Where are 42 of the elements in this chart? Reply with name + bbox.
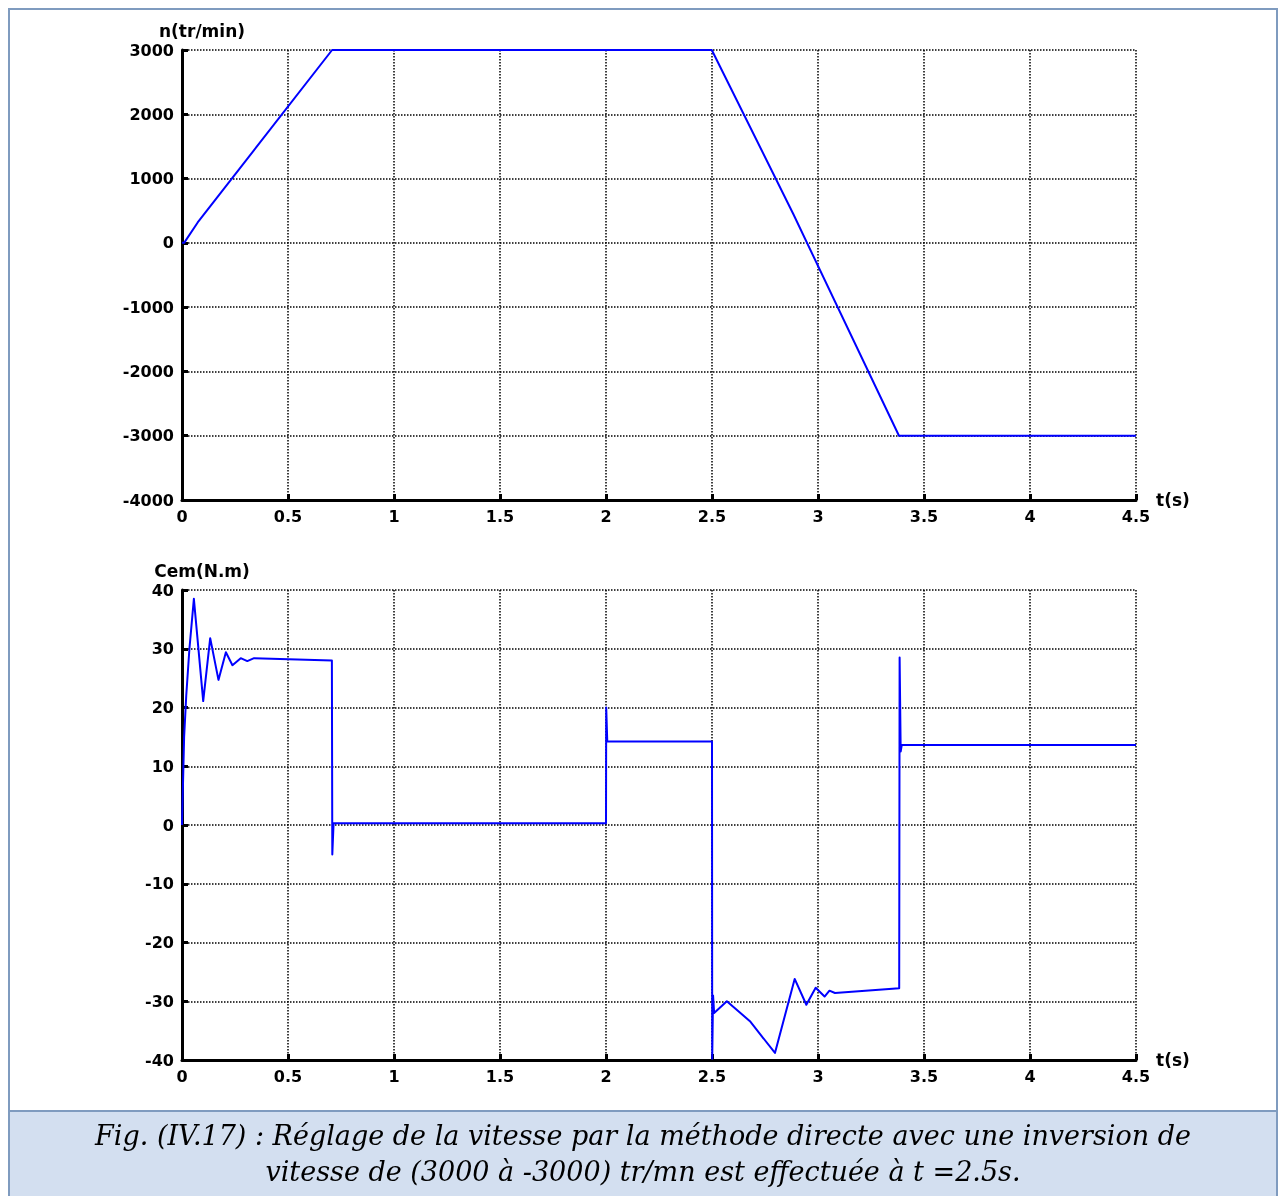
x-tick-label: 0.5: [273, 506, 303, 526]
x-tick-label: 2: [600, 1066, 612, 1086]
x-tick-label: 1: [388, 1066, 400, 1086]
x-tick-label: 3.5: [909, 1066, 939, 1086]
x-tick-label: 4: [1024, 506, 1036, 526]
x-tick-label: 3: [812, 1066, 824, 1086]
x-tick-label: 4.5: [1121, 506, 1151, 526]
x-tick-label: 1.5: [485, 1066, 515, 1086]
y-tick-label: 3000: [129, 40, 174, 60]
x-tick-label: 1: [388, 506, 400, 526]
y-tick-label: -30: [145, 991, 174, 1011]
y-tick-label: 20: [151, 698, 174, 717]
x-axis-title: t(s): [1156, 490, 1190, 510]
x-tick-label: 2.5: [697, 1066, 727, 1086]
text: Fig. (IV.17) : Réglage de la vitesse par la méthode directe avec une inversion de vitesse de (3000 à -3000) tr/mn est effectuée à t =2.5s.: [10, 1110, 1276, 1196]
y-axis-title: Cem(N.m): [154, 560, 250, 581]
x-tick-label: 2.5: [697, 506, 727, 526]
y-tick-label: -2000: [122, 361, 174, 381]
x-axis-title: t(s): [1156, 1050, 1190, 1070]
y-tick-label: -1000: [122, 297, 174, 317]
x-tick-label: 0: [176, 1066, 188, 1086]
y-tick-label: 10: [151, 756, 174, 776]
y-tick-label: 0: [162, 233, 174, 253]
y-tick-label: -10: [145, 874, 174, 894]
y-tick-label: -3000: [122, 426, 174, 446]
x-tick-label: 0: [176, 506, 188, 526]
y-tick-label: -4000: [122, 490, 174, 510]
x-tick-label: 3.5: [909, 506, 939, 526]
x-tick-label: 1.5: [485, 506, 515, 526]
x-tick-label: 3: [812, 506, 824, 526]
x-tick-label: 4.5: [1121, 1066, 1151, 1086]
y-tick-label: 40: [151, 580, 174, 600]
y-tick-label: -20: [145, 933, 174, 952]
y-tick-label: 2000: [129, 104, 174, 124]
y-tick-label: -40: [145, 1050, 174, 1070]
y-axis-title: n(tr/min): [158, 20, 246, 41]
x-tick-label: 0.5: [273, 1066, 303, 1086]
y-tick-label: 30: [151, 639, 174, 659]
x-tick-label: 4: [1024, 1066, 1036, 1086]
y-tick-label: 1000: [129, 169, 174, 189]
x-tick-label: 2: [600, 506, 612, 526]
y-tick-label: 0: [162, 815, 174, 835]
